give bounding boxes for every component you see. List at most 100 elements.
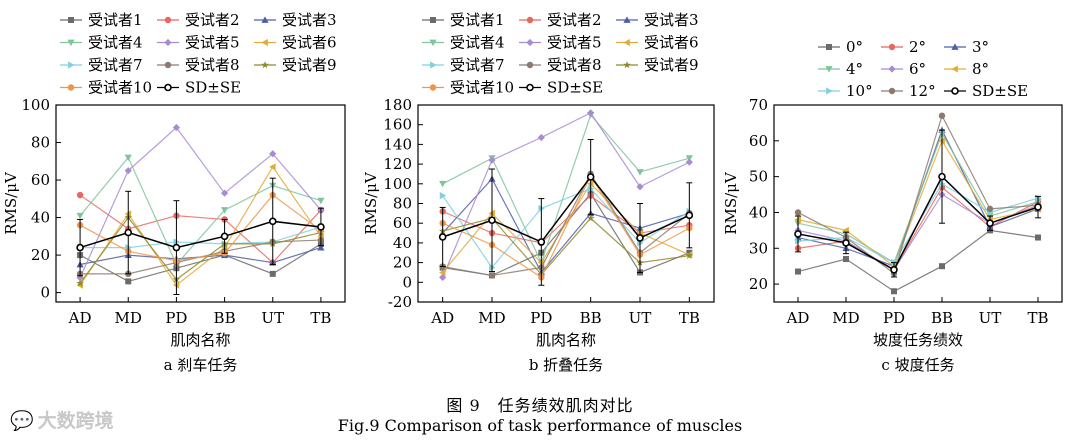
- watermark-text: 大数跨境: [37, 410, 114, 432]
- legend-marker: [623, 38, 630, 47]
- legend: 受试者1 受试者2 受试者3 受试者4 受试者5 受试者6 受试者7 受试者8 受试者9 受试者1…: [60, 11, 337, 97]
- data-point: [488, 216, 496, 225]
- legend-marker: [429, 39, 437, 47]
- legend-entry: 0°: [818, 38, 863, 56]
- y-tick-label: 180: [383, 96, 412, 114]
- legend-label: 受试者8: [547, 56, 602, 74]
- legend-entry: 8°: [944, 60, 989, 78]
- legend-entry: 3°: [944, 38, 989, 56]
- series-line: [442, 112, 690, 278]
- plot-frame: [55, 104, 346, 303]
- subplot-title: c 坡度任务: [881, 356, 954, 374]
- data-point: [1034, 203, 1042, 211]
- data-point: [76, 274, 84, 282]
- legend-entry: 受试者9: [254, 56, 337, 74]
- series-5: [439, 109, 693, 281]
- y-tick-label: -20: [388, 293, 412, 311]
- data-point: [986, 219, 994, 227]
- legend-marker: [261, 61, 269, 69]
- data-point: [938, 112, 946, 119]
- series-line: [797, 132, 1039, 264]
- series-11: [76, 177, 325, 295]
- data-point: [843, 256, 849, 263]
- data-point: [439, 273, 447, 281]
- legend-entry: 受试者5: [157, 34, 240, 52]
- legend-entry: 受试者1: [422, 11, 505, 29]
- y-tick-label: 80: [393, 195, 412, 213]
- y-axis-label: RMS/μV: [362, 171, 380, 235]
- legend-entry: 6°: [881, 60, 926, 78]
- y-tick-label: 40: [749, 203, 768, 221]
- data-point: [986, 205, 994, 213]
- x-tick-label: MD: [832, 309, 859, 327]
- series-line: [442, 194, 690, 244]
- legend-marker: [526, 83, 534, 92]
- legend-entry: 受试者6: [254, 34, 337, 52]
- legend-marker: [951, 65, 958, 73]
- legend-entry: 受试者4: [422, 34, 505, 52]
- legend-label: 受试者5: [547, 34, 602, 52]
- y-tick-label: 70: [749, 96, 768, 114]
- y-tick-label: 60: [749, 132, 768, 150]
- legend-label: 受试者9: [644, 56, 699, 74]
- series-line: [442, 182, 690, 273]
- y-tick-label: 100: [21, 96, 50, 114]
- x-tick-label: PD: [883, 309, 905, 327]
- x-tick-label: BB: [214, 309, 236, 327]
- legend-entry: 受试者2: [157, 11, 240, 29]
- y-tick-label: 20: [749, 275, 768, 293]
- data-point: [891, 288, 897, 295]
- legend-label: 受试者2: [185, 11, 240, 29]
- legend-label: 8°: [972, 60, 989, 78]
- legend-label: 受试者3: [644, 11, 699, 29]
- x-tick-label: BB: [580, 309, 602, 327]
- data-point: [124, 228, 133, 237]
- x-tick-label: TB: [310, 309, 331, 327]
- series-9: [76, 213, 325, 287]
- legend-label: 受试者1: [88, 11, 143, 29]
- legend-entry: 12°: [881, 82, 936, 100]
- data-point: [124, 154, 132, 162]
- data-point: [636, 183, 644, 191]
- data-point: [76, 279, 84, 287]
- series-line: [79, 194, 322, 264]
- y-tick-label: 40: [393, 234, 412, 252]
- data-point: [794, 209, 802, 216]
- data-point: [537, 133, 545, 142]
- chart-c: 20 30 40 50 60 70 AD MD PD BB UT TB RMS/μV 坡度任务绩效 c 坡度…: [722, 38, 1063, 374]
- y-tick-label: 80: [31, 134, 50, 152]
- legend-marker: [888, 43, 896, 51]
- data-point: [438, 233, 447, 241]
- x-tick-label: AD: [786, 309, 810, 327]
- legend-marker: [825, 66, 833, 73]
- data-point: [439, 268, 446, 277]
- legend-label: 4°: [846, 60, 863, 78]
- data-point: [125, 278, 132, 285]
- series-9: [794, 129, 1042, 278]
- plot-frame: [417, 104, 715, 303]
- legend-label: 0°: [846, 38, 863, 56]
- data-point: [76, 191, 84, 199]
- legend-entry: 10°: [818, 82, 873, 100]
- data-point: [317, 243, 325, 251]
- data-point: [317, 197, 325, 205]
- legend-marker: [164, 16, 172, 24]
- series-line: [79, 220, 322, 249]
- x-tick-label: UT: [629, 309, 652, 327]
- series-line: [797, 139, 1039, 268]
- data-point: [76, 243, 84, 252]
- legend-entry: 受试者10: [422, 79, 514, 97]
- x-tick-label: TB: [679, 309, 700, 327]
- legend-marker: [164, 83, 172, 92]
- legend-label: 12°: [909, 82, 936, 100]
- legend-entry: 受试者8: [157, 56, 240, 74]
- data-point: [269, 163, 276, 171]
- legend-label: 10°: [846, 82, 873, 100]
- legend-marker: [826, 44, 832, 50]
- data-point: [220, 207, 229, 214]
- x-tick-label: PD: [165, 309, 187, 327]
- legend-label: 受试者10: [450, 79, 514, 97]
- legend-marker: [261, 16, 269, 23]
- x-tick-label: UT: [979, 309, 1002, 327]
- legend-marker: [261, 38, 268, 47]
